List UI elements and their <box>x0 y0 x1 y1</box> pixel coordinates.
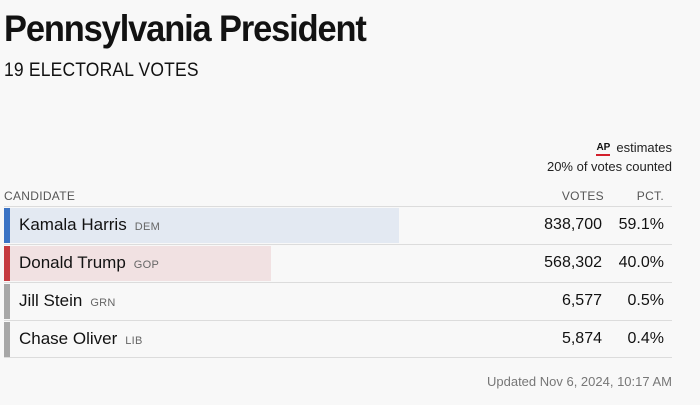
table-row: Jill Stein GRN 6,577 0.5% <box>4 282 672 320</box>
estimates-line: AP estimates <box>547 139 672 158</box>
vote-share-bar <box>4 246 272 281</box>
vote-percent: 0.4% <box>627 330 664 347</box>
header-votes: VOTES <box>561 189 604 203</box>
updated-timestamp: Updated Nov 6, 2024, 10:17 AM <box>486 374 672 389</box>
vote-count: 6,577 <box>561 292 602 309</box>
vote-count: 838,700 <box>544 216 602 233</box>
estimates-block: AP estimates 20% of votes counted <box>547 139 672 176</box>
party-label: DEM <box>134 221 161 233</box>
header-pct: PCT. <box>636 189 664 203</box>
table-bottom-rule <box>4 357 672 358</box>
party-label: LIB <box>125 335 143 347</box>
vote-percent: 40.0% <box>618 254 664 271</box>
electoral-votes-subtitle: 19 ELECTORAL VOTES <box>4 60 199 81</box>
candidate-name: Chase Oliver <box>19 329 118 348</box>
header-candidate: CANDIDATE <box>4 189 76 203</box>
page-title: Pennsylvania President <box>4 8 367 49</box>
ap-logo: AP <box>596 143 611 156</box>
candidate-name: Kamala Harris <box>19 215 127 234</box>
table-row: Chase Oliver LIB 5,874 0.4% <box>4 320 672 358</box>
table-row: Kamala Harris DEM 838,700 59.1% <box>4 206 672 244</box>
votes-counted-text: 20% of votes counted <box>546 159 672 174</box>
candidate-name: Donald Trump <box>19 253 126 272</box>
vote-percent: 59.1% <box>618 216 664 233</box>
table-row: Donald Trump GOP 568,302 40.0% <box>4 244 672 282</box>
vote-percent: 0.5% <box>627 292 664 309</box>
party-color-stripe <box>4 246 10 281</box>
party-color-stripe <box>4 322 10 357</box>
vote-share-bar <box>4 208 399 243</box>
vote-count: 568,302 <box>544 254 602 271</box>
party-color-stripe <box>4 208 10 243</box>
party-label: GOP <box>133 259 160 271</box>
estimates-label: estimates <box>616 140 672 155</box>
party-color-stripe <box>4 284 10 319</box>
candidate-name: Jill Stein <box>19 291 83 310</box>
vote-count: 5,874 <box>561 330 602 347</box>
party-label: GRN <box>90 297 116 309</box>
table-header: CANDIDATE VOTES PCT. <box>4 189 672 205</box>
